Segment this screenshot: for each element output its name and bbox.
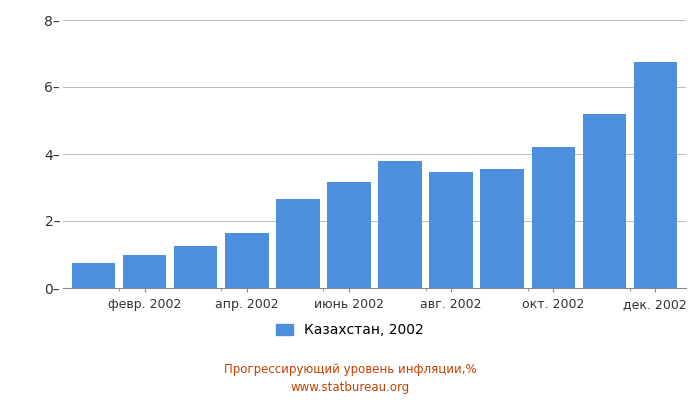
Bar <box>276 199 320 288</box>
Bar <box>123 254 167 288</box>
Bar <box>480 169 524 288</box>
Bar <box>634 62 677 288</box>
Bar <box>174 246 218 288</box>
Bar <box>582 114 626 288</box>
Text: Прогрессирующий уровень инфляции,%: Прогрессирующий уровень инфляции,% <box>224 364 476 376</box>
Bar <box>378 161 421 288</box>
Bar <box>328 182 371 288</box>
Legend: Казахстан, 2002: Казахстан, 2002 <box>276 323 424 337</box>
Bar <box>429 172 472 288</box>
Text: www.statbureau.org: www.statbureau.org <box>290 382 410 394</box>
Bar <box>225 233 269 288</box>
Bar <box>72 263 116 288</box>
Bar <box>531 147 575 288</box>
